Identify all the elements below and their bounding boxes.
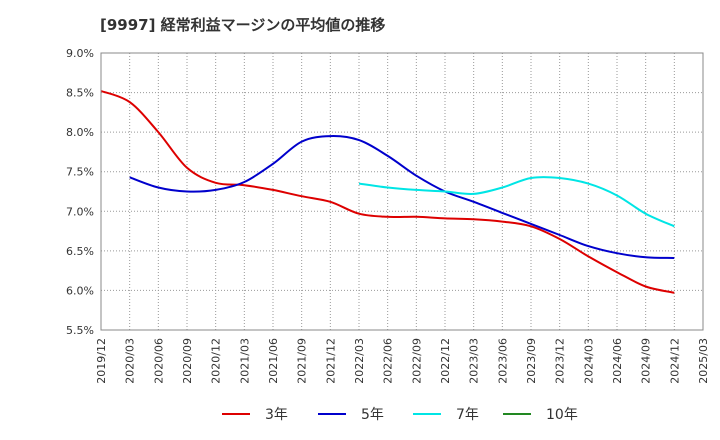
y-axis: 5.5% 6.0% 6.5% 7.0% 7.5% 8.0% 8.5% 9.0% <box>66 47 94 337</box>
legend-label: 7年 <box>456 407 479 423</box>
x-tick-label: 2020/03 <box>124 338 137 384</box>
x-tick-label: 2020/12 <box>210 338 223 384</box>
x-tick-label: 2024/12 <box>668 338 681 384</box>
legend-label: 3年 <box>265 407 288 423</box>
x-tick-label: 2022/09 <box>410 338 423 384</box>
x-tick-label: 2022/12 <box>439 338 452 384</box>
x-tick-label: 2020/06 <box>152 338 165 384</box>
x-tick-label: 2021/06 <box>267 338 280 384</box>
series-line-0 <box>100 90 675 294</box>
legend: 3年 5年 7年 10年 <box>222 407 578 423</box>
legend-label: 5年 <box>361 407 384 423</box>
x-tick-label: 2021/12 <box>324 338 337 384</box>
x-tick-label: 2020/09 <box>181 338 194 384</box>
y-tick-label: 9.0% <box>66 47 94 60</box>
chart-title: [9997] 経常利益マージンの平均値の推移 <box>100 16 385 34</box>
y-tick-label: 6.0% <box>66 284 94 297</box>
y-tick-label: 7.5% <box>66 166 94 179</box>
x-tick-label: 2019/12 <box>95 338 108 384</box>
series-line-1 <box>129 135 675 259</box>
y-tick-label: 6.5% <box>66 245 94 258</box>
x-tick-label: 2024/09 <box>640 338 653 384</box>
x-tick-label: 2023/09 <box>525 338 538 384</box>
x-axis: 2019/12 2020/03 2020/06 2020/09 2020/12 2021/… <box>95 338 710 384</box>
y-tick-label: 8.0% <box>66 126 94 139</box>
x-tick-label: 2022/03 <box>353 338 366 384</box>
x-tick-label: 2024/06 <box>611 338 624 384</box>
plot-area <box>100 52 704 331</box>
y-tick-label: 8.5% <box>66 87 94 100</box>
y-tick-label: 5.5% <box>66 324 94 337</box>
x-tick-label: 2021/03 <box>238 338 251 384</box>
y-tick-label: 7.0% <box>66 205 94 218</box>
legend-label: 10年 <box>546 407 578 423</box>
x-tick-label: 2023/12 <box>554 338 567 384</box>
x-tick-label: 2024/03 <box>582 338 595 384</box>
x-tick-label: 2021/09 <box>296 338 309 384</box>
x-tick-label: 2022/06 <box>382 338 395 384</box>
x-tick-label: 2023/06 <box>496 338 509 384</box>
series-lines <box>100 90 675 294</box>
series-line-2 <box>358 176 675 228</box>
x-tick-label: 2025/03 <box>697 338 710 384</box>
x-tick-label: 2023/03 <box>468 338 481 384</box>
